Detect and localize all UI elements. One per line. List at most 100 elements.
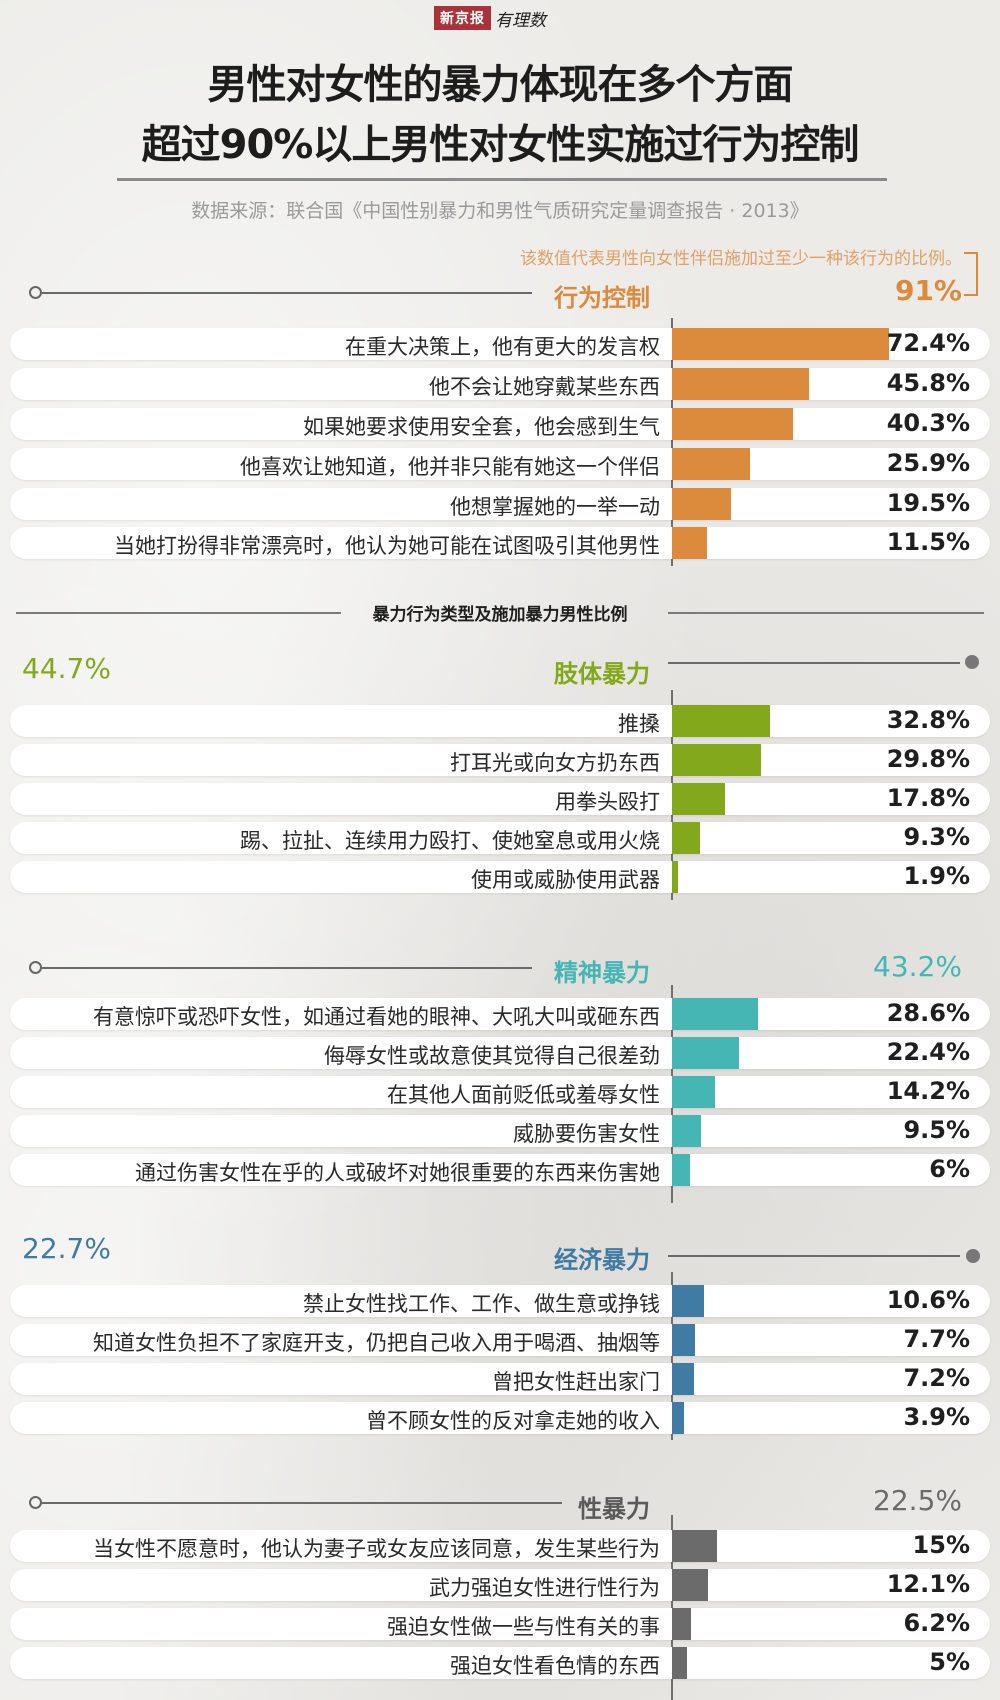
bar bbox=[672, 1530, 717, 1562]
bar-row: 在重大决策上，他有更大的发言权 72.4% bbox=[10, 328, 990, 360]
row-label: 踢、拉扯、连续用力殴打、使她窒息或用火烧 bbox=[240, 829, 660, 853]
row-value: 28.6% bbox=[886, 999, 970, 1027]
data-source: 数据来源：联合国《中国性别暴力和男性气质研究定量调查报告 · 2013》 bbox=[191, 200, 809, 222]
page-title-line2: 超过90%以上男性对女性实施过行为控制 bbox=[141, 122, 860, 168]
section-total: 91% bbox=[894, 274, 962, 307]
row-value: 14.2% bbox=[886, 1077, 970, 1105]
row-value: 22.4% bbox=[886, 1038, 970, 1066]
row-value: 3.9% bbox=[903, 1403, 970, 1431]
section-marker-open-icon bbox=[29, 286, 42, 299]
row-label: 如果她要求使用安全套，他会感到生气 bbox=[303, 415, 660, 439]
row-value: 5% bbox=[929, 1648, 970, 1676]
section-marker-filled-icon bbox=[965, 655, 979, 669]
divider-line-right bbox=[668, 612, 984, 614]
row-label: 在其他人面前贬低或羞辱女性 bbox=[387, 1083, 660, 1107]
row-label: 推搡 bbox=[618, 712, 660, 736]
bar-row: 强迫女性看色情的东西 5% bbox=[10, 1647, 990, 1679]
section-marker-open-icon bbox=[29, 1496, 42, 1509]
annotation-bracket bbox=[964, 252, 978, 296]
logo: 新京报 有理数 bbox=[434, 6, 546, 31]
bar bbox=[672, 1037, 739, 1069]
bar-row: 武力强迫女性进行性行为 12.1% bbox=[10, 1569, 990, 1601]
row-value: 9.5% bbox=[903, 1116, 970, 1144]
row-label: 使用或威胁使用武器 bbox=[471, 868, 660, 892]
bar-row: 通过伤害女性在乎的人或破坏对她很重要的东西来伤害她 6% bbox=[10, 1154, 990, 1186]
row-value: 19.5% bbox=[886, 489, 970, 517]
row-label: 禁止女性找工作、工作、做生意或挣钱 bbox=[303, 1292, 660, 1316]
section-total: 43.2% bbox=[873, 950, 962, 983]
logo-script: 有理数 bbox=[495, 10, 546, 31]
row-label: 他喜欢让她知道，他并非只能有她这一个伴侣 bbox=[240, 455, 660, 479]
section-line bbox=[42, 292, 532, 294]
row-label: 打耳光或向女方扔东西 bbox=[450, 751, 660, 775]
bar-row: 他想掌握她的一举一动 19.5% bbox=[10, 488, 990, 520]
row-value: 1.9% bbox=[903, 862, 970, 890]
bar bbox=[672, 448, 750, 480]
row-label: 当她打扮得非常漂亮时，他认为她可能在试图吸引其他男性 bbox=[114, 534, 660, 558]
divider-title: 暴力行为类型及施加暴力男性比例 bbox=[372, 605, 628, 625]
bar bbox=[672, 1285, 704, 1317]
row-label: 曾不顾女性的反对拿走她的收入 bbox=[366, 1409, 660, 1433]
axis-line bbox=[671, 1515, 673, 1700]
bar-row: 如果她要求使用安全套，他会感到生气 40.3% bbox=[10, 408, 990, 440]
page-title-line1: 男性对女性的暴力体现在多个方面 bbox=[207, 62, 794, 108]
row-label: 知道女性负担不了家庭开支，仍把自己收入用于喝酒、抽烟等 bbox=[93, 1331, 660, 1355]
row-label: 侮辱女性或故意使其觉得自己很差劲 bbox=[324, 1044, 660, 1068]
divider-line-left bbox=[16, 612, 341, 614]
row-label: 他不会让她穿戴某些东西 bbox=[429, 375, 660, 399]
bar bbox=[672, 328, 889, 360]
row-value: 15% bbox=[912, 1531, 970, 1559]
bar-row: 曾把女性赶出家门 7.2% bbox=[10, 1363, 990, 1395]
bar bbox=[672, 368, 809, 400]
bar bbox=[672, 1076, 715, 1108]
bar bbox=[672, 1363, 694, 1395]
row-value: 12.1% bbox=[886, 1570, 970, 1598]
section-line bbox=[42, 967, 532, 969]
row-value: 40.3% bbox=[886, 409, 970, 437]
row-value: 17.8% bbox=[886, 784, 970, 812]
row-value: 29.8% bbox=[886, 745, 970, 773]
bar-row: 用拳头殴打 17.8% bbox=[10, 783, 990, 815]
bar bbox=[672, 998, 758, 1030]
row-label: 在重大决策上，他有更大的发言权 bbox=[345, 335, 660, 359]
bar bbox=[672, 527, 707, 559]
bar bbox=[672, 1154, 690, 1186]
bar-row: 强迫女性做一些与性有关的事 6.2% bbox=[10, 1608, 990, 1640]
bar-row: 打耳光或向女方扔东西 29.8% bbox=[10, 744, 990, 776]
bar-row: 当女性不愿意时，他认为妻子或女友应该同意，发生某些行为 15% bbox=[10, 1530, 990, 1562]
row-value: 6% bbox=[929, 1155, 970, 1183]
section-title: 经济暴力 bbox=[554, 1246, 650, 1274]
axis-line bbox=[671, 1272, 673, 1440]
bar bbox=[672, 861, 678, 893]
bar bbox=[672, 1569, 708, 1601]
bar bbox=[672, 1115, 701, 1147]
row-label: 武力强迫女性进行性行为 bbox=[429, 1576, 660, 1600]
row-label: 威胁要伤害女性 bbox=[513, 1122, 660, 1146]
bar-row: 侮辱女性或故意使其觉得自己很差劲 22.4% bbox=[10, 1037, 990, 1069]
bar bbox=[672, 783, 725, 815]
bar-row: 威胁要伤害女性 9.5% bbox=[10, 1115, 990, 1147]
bar bbox=[672, 1647, 687, 1679]
row-value: 9.3% bbox=[903, 823, 970, 851]
row-value: 11.5% bbox=[886, 528, 970, 556]
bar-row: 知道女性负担不了家庭开支，仍把自己收入用于喝酒、抽烟等 7.7% bbox=[10, 1324, 990, 1356]
row-value: 45.8% bbox=[886, 369, 970, 397]
annotation-note: 该数值代表男性向女性伴侣施加过至少一种该行为的比例。 bbox=[520, 249, 962, 269]
bar-row: 曾不顾女性的反对拿走她的收入 3.9% bbox=[10, 1402, 990, 1434]
section-total: 22.7% bbox=[22, 1232, 111, 1265]
row-value: 6.2% bbox=[903, 1609, 970, 1637]
section-marker-filled-icon bbox=[966, 1249, 980, 1263]
bar bbox=[672, 488, 731, 520]
row-value: 25.9% bbox=[886, 449, 970, 477]
section-line bbox=[42, 1502, 562, 1504]
row-label: 用拳头殴打 bbox=[555, 790, 660, 814]
section-title: 肢体暴力 bbox=[554, 660, 650, 688]
section-line bbox=[668, 1255, 960, 1257]
row-value: 32.8% bbox=[886, 706, 970, 734]
bar-row: 他不会让她穿戴某些东西 45.8% bbox=[10, 368, 990, 400]
bar-row: 当她打扮得非常漂亮时，他认为她可能在试图吸引其他男性 11.5% bbox=[10, 527, 990, 559]
bar-row: 踢、拉扯、连续用力殴打、使她窒息或用火烧 9.3% bbox=[10, 822, 990, 854]
bar-row: 有意惊吓或恐吓女性，如通过看她的眼神、大吼大叫或砸东西 28.6% bbox=[10, 998, 990, 1030]
section-total: 22.5% bbox=[873, 1484, 962, 1517]
section-line bbox=[668, 662, 960, 664]
